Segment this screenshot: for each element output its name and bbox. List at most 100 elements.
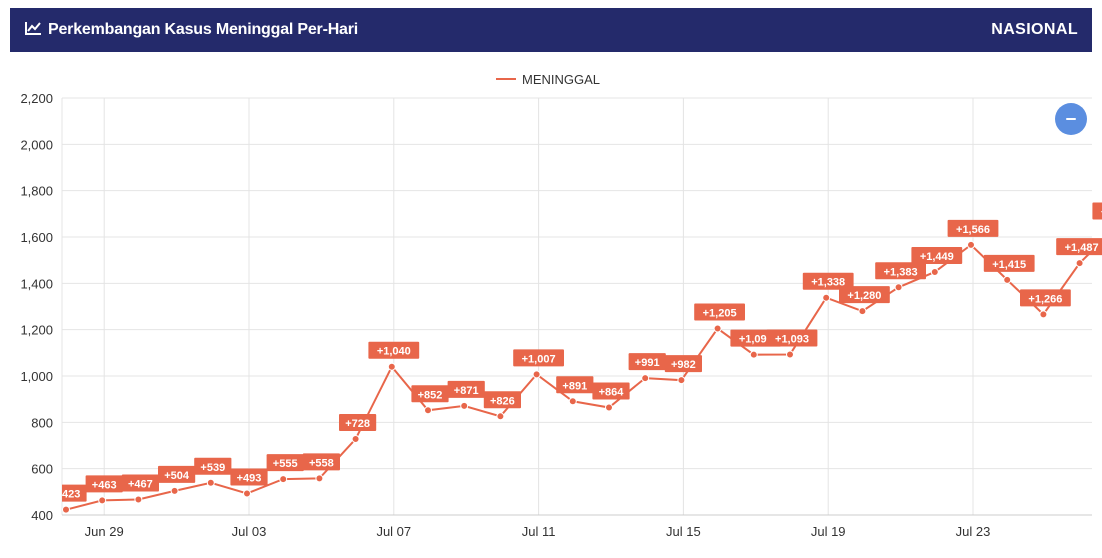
data-label: +1,280 — [847, 290, 881, 302]
y-tick-label: 2,200 — [20, 91, 53, 106]
data-label-box — [1020, 289, 1071, 307]
y-tick-label: 1,400 — [20, 276, 53, 291]
data-label: +539 — [200, 462, 225, 474]
series-line — [65, 239, 1102, 511]
data-label: +1,641 — [1101, 207, 1102, 219]
data-point — [206, 478, 215, 487]
data-label-box — [158, 465, 196, 483]
y-tick-label: 1,200 — [20, 323, 53, 338]
data-point — [496, 412, 505, 421]
data-label-box — [983, 254, 1035, 272]
data-label-box — [194, 457, 232, 475]
data-point — [786, 350, 794, 359]
data-label-box — [694, 303, 745, 321]
y-tick-label: 400 — [31, 508, 53, 523]
data-point — [279, 475, 288, 484]
data-label-box — [302, 453, 340, 471]
data-label: +467 — [128, 478, 153, 490]
data-label: +555 — [273, 458, 298, 470]
data-point — [822, 293, 831, 302]
data-label-box — [766, 329, 818, 347]
data-point — [967, 240, 975, 249]
data-label: +463 — [92, 479, 117, 491]
data-label: +1,415 — [992, 259, 1026, 271]
zoom-out-button[interactable] — [1055, 103, 1087, 135]
x-tick-label: Jun 29 — [85, 524, 124, 539]
data-point — [387, 362, 396, 371]
data-point — [605, 403, 613, 412]
data-point — [930, 267, 939, 276]
x-tick-label: Jul 19 — [811, 524, 846, 539]
data-label-box — [85, 475, 123, 493]
data-label-box — [1056, 238, 1102, 256]
data-label: +1,449 — [920, 251, 954, 263]
data-point — [749, 350, 758, 359]
data-label: +728 — [345, 418, 370, 430]
data-label: +1,487 — [1065, 242, 1099, 254]
data-label-box — [875, 262, 926, 280]
data-point — [170, 486, 179, 495]
y-tick-label: 600 — [31, 462, 53, 477]
plot-area: +423 +463 +467 +504 +539 +493 +555 +558 +728 +1,0… — [56, 202, 1102, 514]
data-label: +982 — [671, 359, 696, 371]
data-label-box — [368, 341, 420, 359]
data-label-box — [556, 376, 594, 394]
chart-title: Perkembangan Kasus Meninggal Per-Hari — [48, 21, 359, 38]
data-label-box — [664, 355, 702, 373]
data-label-box — [266, 454, 304, 472]
data-point — [243, 489, 251, 498]
data-label-box — [411, 385, 449, 403]
x-tick-label: Jul 07 — [376, 524, 411, 539]
data-label: +423 — [56, 489, 81, 501]
data-label: +1,093 — [775, 333, 809, 345]
data-point — [134, 495, 143, 504]
y-tick-label: 1,600 — [20, 230, 53, 245]
data-point — [568, 397, 577, 406]
data-label: +1,092 — [739, 334, 773, 346]
data-point — [351, 435, 360, 444]
y-tick-label: 1,000 — [20, 369, 53, 384]
data-point — [677, 376, 686, 385]
data-label: +852 — [418, 389, 443, 401]
y-tick-label: 2,000 — [20, 137, 53, 152]
data-label: +826 — [490, 395, 515, 407]
data-label: +991 — [635, 357, 660, 369]
data-label-box — [1092, 202, 1102, 220]
data-label-box — [230, 468, 268, 486]
data-label-box — [592, 382, 630, 400]
data-label: +1,566 — [956, 224, 990, 236]
data-label: +891 — [562, 380, 587, 392]
data-label-box — [121, 474, 159, 492]
data-point — [1039, 310, 1048, 319]
data-label: +1,040 — [377, 346, 411, 358]
legend-label: MENINGGAL — [522, 72, 600, 87]
line-chart: 400 600 800 1,000 1,200 1,400 1,600 1,800 2,000 2… — [20, 72, 1102, 539]
line-chart-icon — [24, 20, 42, 41]
x-tick-label: Jul 11 — [522, 524, 556, 539]
data-label: +504 — [164, 470, 190, 482]
data-label-box — [802, 272, 854, 290]
data-label: +1,383 — [884, 266, 918, 278]
region-label: NASIONAL — [991, 21, 1078, 38]
x-tick-label: Jul 23 — [956, 524, 991, 539]
data-label: +1,266 — [1028, 293, 1062, 305]
data-point — [460, 401, 469, 410]
data-label-box — [62, 484, 87, 502]
data-label-box — [628, 353, 666, 371]
data-label: +1,007 — [522, 353, 556, 365]
header-title-group: Perkembangan Kasus Meninggal Per-Hari — [24, 20, 358, 41]
data-label: +871 — [454, 385, 479, 397]
chart-area: 400 600 800 1,000 1,200 1,400 1,600 1,800 2,000 2… — [0, 52, 1102, 553]
data-point — [894, 283, 903, 292]
data-label: +493 — [237, 472, 262, 484]
data-label: +1,338 — [811, 277, 845, 289]
data-point — [532, 370, 541, 379]
data-point — [424, 406, 432, 415]
x-tick-label: Jul 03 — [232, 524, 267, 539]
y-tick-label: 1,800 — [20, 184, 53, 199]
data-point — [1075, 259, 1084, 268]
data-label-box — [513, 349, 564, 367]
data-label-box — [483, 391, 521, 409]
y-tick-label: 800 — [31, 415, 53, 430]
data-point — [1003, 275, 1012, 284]
